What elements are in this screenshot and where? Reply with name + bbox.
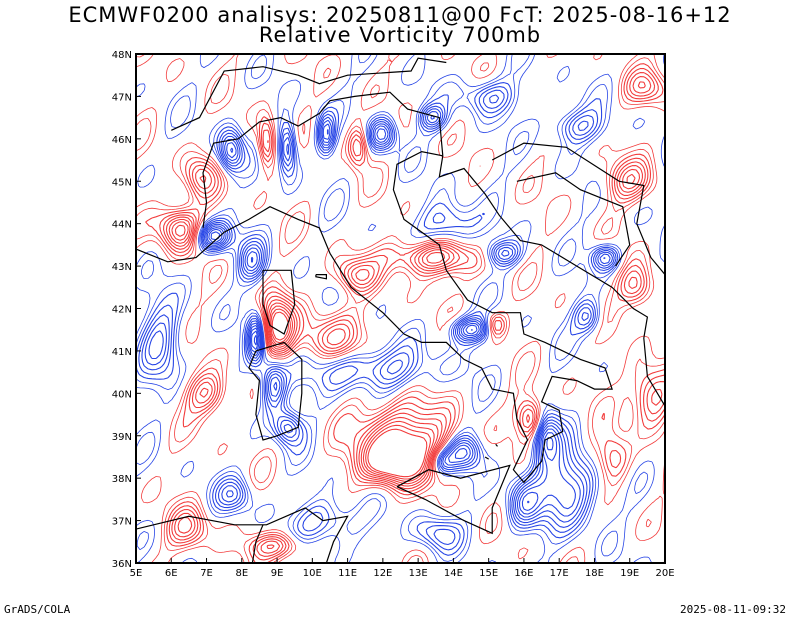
negative-vorticity-contour	[138, 86, 617, 551]
positive-vorticity-contour	[159, 68, 665, 561]
coastline-segment	[484, 456, 490, 460]
coastline-segment	[171, 57, 447, 131]
coastline-segment	[136, 507, 349, 563]
positive-vorticity-contour	[271, 311, 428, 478]
positive-vorticity-contour	[165, 76, 663, 554]
lon-tick-label: 11E	[338, 568, 357, 579]
lon-tick-label: 7E	[200, 568, 213, 579]
lon-tick-label: 13E	[409, 568, 428, 579]
lat-tick-label: 46N	[112, 135, 132, 146]
lon-tick-label: 6E	[165, 568, 178, 579]
positive-vorticity-contour	[168, 81, 646, 550]
coastline-segment	[251, 524, 264, 563]
coastlines	[136, 57, 665, 563]
negative-vorticity-contour	[136, 54, 665, 563]
coastline-segment	[491, 142, 665, 275]
lon-tick-label: 17E	[550, 568, 569, 579]
negative-vorticity-contour	[136, 82, 619, 556]
lat-tick-label: 41N	[112, 347, 132, 358]
coastline-segment	[136, 231, 225, 263]
lat-tick-label: 43N	[112, 262, 132, 273]
lat-tick-label: 45N	[112, 177, 132, 188]
coastline-segment	[396, 464, 511, 535]
coastline-segment	[248, 341, 303, 441]
coastline-segment	[516, 172, 631, 267]
coastline-segment	[262, 269, 296, 335]
coastline-segment	[202, 91, 444, 228]
lat-tick-label: 42N	[112, 305, 132, 316]
lat-tick-label: 40N	[112, 389, 132, 400]
axis-ticks: 48N 47N 46N 45N 44N 43N 42N 41N 40N 39N 38N 37N 36N5…	[112, 50, 675, 579]
lon-tick-label: 18E	[585, 568, 604, 579]
lon-tick-label: 14E	[444, 568, 463, 579]
map-title-line1: ECMWF0200 analisys: 20250811@00 FcT: 202…	[68, 3, 732, 27]
positive-vorticity-contour	[171, 173, 636, 482]
lon-tick-label: 12E	[373, 568, 392, 579]
footer-timestamp: 2025-08-11-09:32	[680, 603, 786, 616]
lon-tick-label: 20E	[655, 568, 674, 579]
lat-tick-label: 44N	[112, 220, 132, 231]
lat-tick-label: 39N	[112, 432, 132, 443]
coastline-segment	[315, 274, 327, 280]
negative-vorticity-contour	[144, 94, 614, 523]
lat-tick-label: 36N	[112, 559, 132, 570]
lat-tick-label: 38N	[112, 474, 132, 485]
negative-vorticity-contour	[206, 114, 606, 515]
lon-tick-label: 10E	[303, 568, 322, 579]
coastline-segment	[495, 443, 498, 447]
lon-tick-label: 15E	[479, 568, 498, 579]
map-title-line2: Relative Vorticity 700mb	[258, 23, 542, 47]
lon-tick-label: 5E	[130, 568, 143, 579]
lat-tick-label: 48N	[112, 50, 132, 61]
coastline-segment	[438, 155, 665, 407]
negative-vorticity-contour	[141, 89, 615, 546]
lat-tick-label: 47N	[112, 92, 132, 103]
coastline-segment	[223, 150, 613, 484]
positive-vorticity-contour	[163, 72, 665, 557]
lat-tick-label: 37N	[112, 517, 132, 528]
positive-vorticity-contour	[145, 63, 665, 563]
lon-tick-label: 8E	[235, 568, 248, 579]
lon-tick-label: 19E	[620, 568, 639, 579]
positive-vorticity-contour	[136, 54, 665, 563]
positive-vorticity-contour	[174, 224, 431, 480]
footer-credit: GrADS/COLA	[4, 603, 71, 616]
lon-tick-label: 9E	[271, 568, 284, 579]
lon-tick-label: 16E	[514, 568, 533, 579]
